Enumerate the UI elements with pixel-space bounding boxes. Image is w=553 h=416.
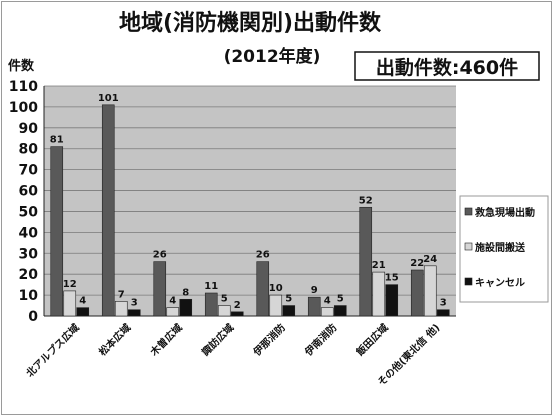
data-label: 10 (269, 283, 283, 294)
y-tick-label: 60 (19, 184, 39, 200)
x-tick-label: 飯田広域 (353, 321, 391, 359)
bar (166, 307, 180, 317)
y-tick-label: 20 (19, 267, 39, 283)
data-label: 8 (182, 287, 189, 298)
data-label: 21 (372, 260, 386, 271)
bar (269, 294, 283, 317)
y-tick-label: 90 (19, 121, 39, 137)
x-tick-label: 諏訪広域 (199, 321, 236, 358)
data-label: 3 (131, 298, 138, 309)
legend-label: キャンセル (475, 277, 525, 289)
data-label: 22 (410, 258, 424, 269)
bar (307, 296, 321, 317)
legend-swatch (464, 242, 473, 251)
bar (101, 104, 115, 317)
data-label: 26 (153, 250, 167, 261)
data-label: 3 (440, 298, 447, 309)
legend-label: 施設間搬送 (475, 241, 526, 254)
data-label: 2 (234, 300, 241, 311)
bar (63, 290, 77, 317)
total-box-text: 出動件数:460件 (376, 56, 518, 79)
bar (204, 292, 218, 317)
data-label: 52 (359, 195, 373, 206)
data-label: 4 (324, 296, 331, 307)
bar (114, 301, 128, 317)
data-label: 26 (256, 250, 270, 261)
bar (359, 206, 373, 317)
data-label: 9 (311, 285, 318, 296)
y-tick-label: 80 (19, 142, 39, 158)
data-label: 5 (221, 294, 228, 305)
data-label: 101 (98, 93, 119, 104)
bar (320, 307, 334, 317)
bar (153, 261, 167, 317)
legend-label: 救急現場出動 (475, 206, 535, 219)
y-tick-label: 100 (9, 100, 38, 116)
chart-subtitle: (2012年度) (224, 46, 321, 67)
y-tick-label: 0 (28, 309, 38, 325)
legend-box (459, 195, 549, 303)
legend-swatch (464, 207, 473, 216)
legend-swatch (464, 277, 473, 286)
bar (436, 309, 450, 317)
data-label: 7 (118, 289, 125, 300)
y-axis-label: 件数 (8, 58, 35, 74)
total-box (354, 51, 540, 81)
bar (50, 146, 64, 317)
bar (256, 261, 270, 317)
data-label: 4 (79, 296, 86, 307)
x-tick-label: 北アルプス広域 (23, 321, 82, 380)
bar (230, 311, 244, 317)
data-label: 12 (63, 279, 77, 290)
data-label: 4 (169, 296, 176, 307)
bar (410, 269, 424, 317)
bar (423, 265, 437, 317)
data-label: 81 (50, 135, 64, 146)
y-tick-label: 110 (9, 79, 38, 95)
x-tick-label: 松本広域 (96, 321, 133, 358)
data-label: 5 (285, 294, 292, 305)
bar (76, 307, 90, 317)
bar (385, 284, 399, 317)
bar (127, 309, 141, 317)
bar (333, 305, 347, 317)
bar (217, 305, 231, 317)
x-tick-label: 伊南消防 (301, 321, 339, 359)
bar (179, 298, 193, 317)
bar (372, 271, 386, 317)
y-tick-label: 50 (19, 204, 39, 220)
x-tick-label: 伊那消防 (250, 321, 288, 359)
y-tick-label: 10 (19, 288, 39, 304)
data-label: 24 (423, 254, 437, 265)
data-label: 11 (204, 281, 218, 292)
y-tick-label: 70 (19, 163, 39, 179)
chart-title: 地域(消防機関別)出動件数 (119, 10, 382, 36)
bar (282, 305, 296, 317)
data-label: 15 (385, 273, 399, 284)
y-tick-label: 30 (19, 246, 39, 262)
x-tick-label: 木曽広域 (147, 321, 185, 359)
data-label: 5 (337, 294, 344, 305)
y-tick-label: 40 (19, 225, 39, 241)
